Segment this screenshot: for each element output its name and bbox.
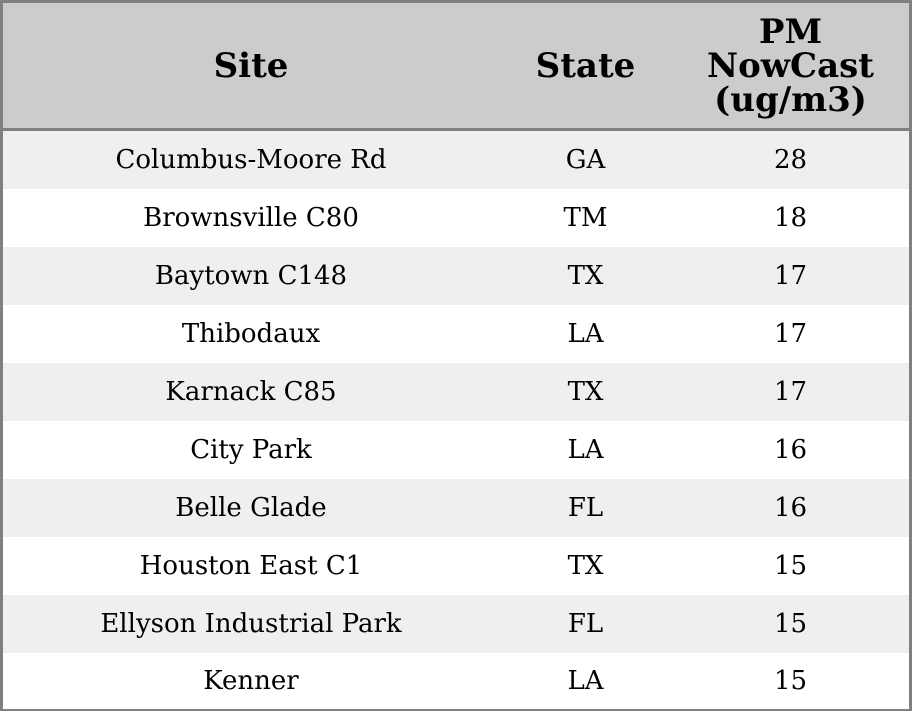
table-body: Columbus-Moore Rd GA 28 Brownsville C80 … xyxy=(3,129,909,709)
site-cell: Ellyson Industrial Park xyxy=(3,595,499,653)
site-cell: Belle Glade xyxy=(3,479,499,537)
table-header: Site State PM NowCast (ug/m3) xyxy=(3,3,909,131)
site-cell: Brownsville C80 xyxy=(3,189,499,247)
table-row: Karnack C85 TX 17 xyxy=(3,363,909,421)
value-cell: 17 xyxy=(672,305,909,363)
value-cell: 16 xyxy=(672,421,909,479)
site-cell: City Park xyxy=(3,421,499,479)
state-cell: LA xyxy=(499,653,672,709)
state-cell: TX xyxy=(499,363,672,421)
site-cell: Kenner xyxy=(3,653,499,709)
site-cell: Houston East C1 xyxy=(3,537,499,595)
value-cell: 15 xyxy=(672,653,909,709)
state-cell: LA xyxy=(499,421,672,479)
value-cell: 16 xyxy=(672,479,909,537)
state-cell: LA xyxy=(499,305,672,363)
header-pm-line-3: (ug/m3) xyxy=(714,79,867,120)
table-row: Baytown C148 TX 17 xyxy=(3,247,909,305)
header-state: State xyxy=(499,3,672,131)
header-site: Site xyxy=(3,3,499,131)
header-pm-line-1: PM xyxy=(758,11,823,52)
state-cell: GA xyxy=(499,129,672,189)
table-row: Thibodaux LA 17 xyxy=(3,305,909,363)
value-cell: 17 xyxy=(672,247,909,305)
value-cell: 18 xyxy=(672,189,909,247)
value-cell: 17 xyxy=(672,363,909,421)
table-row: Ellyson Industrial Park FL 15 xyxy=(3,595,909,653)
table-row: Kenner LA 15 xyxy=(3,653,909,709)
site-cell: Columbus-Moore Rd xyxy=(3,129,499,189)
table-row: Brownsville C80 TM 18 xyxy=(3,189,909,247)
table-row: Columbus-Moore Rd GA 28 xyxy=(3,129,909,189)
table-row: City Park LA 16 xyxy=(3,421,909,479)
header-row: Site State PM NowCast (ug/m3) xyxy=(3,3,909,131)
value-cell: 28 xyxy=(672,129,909,189)
table-row: Belle Glade FL 16 xyxy=(3,479,909,537)
header-state-label: State xyxy=(535,45,636,86)
value-cell: 15 xyxy=(672,595,909,653)
site-cell: Baytown C148 xyxy=(3,247,499,305)
state-cell: TX xyxy=(499,247,672,305)
state-cell: TM xyxy=(499,189,672,247)
value-cell: 15 xyxy=(672,537,909,595)
site-cell: Thibodaux xyxy=(3,305,499,363)
pm-nowcast-table: Site State PM NowCast (ug/m3) Columbus-M… xyxy=(3,3,909,709)
header-pm-line-2: NowCast xyxy=(707,45,874,86)
state-cell: TX xyxy=(499,537,672,595)
table-row: Houston East C1 TX 15 xyxy=(3,537,909,595)
header-site-label: Site xyxy=(213,45,289,86)
header-pm-nowcast: PM NowCast (ug/m3) xyxy=(672,3,909,131)
state-cell: FL xyxy=(499,479,672,537)
site-cell: Karnack C85 xyxy=(3,363,499,421)
state-cell: FL xyxy=(499,595,672,653)
